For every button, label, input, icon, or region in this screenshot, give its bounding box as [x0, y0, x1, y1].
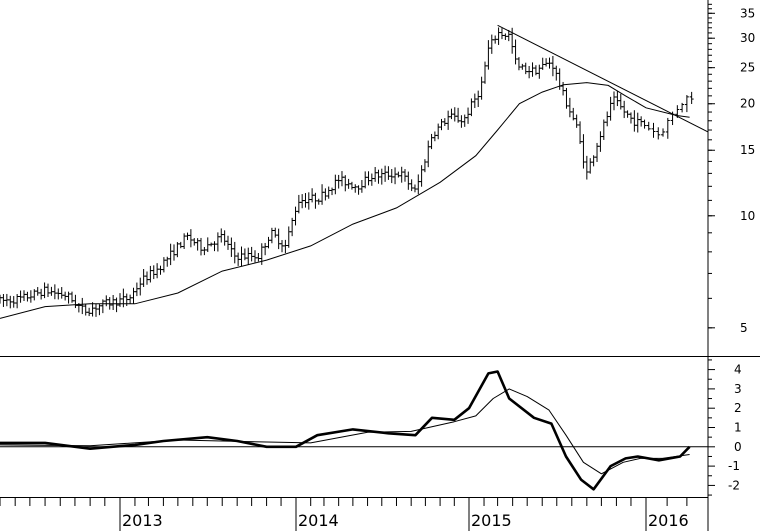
ohlc-bar [680, 102, 685, 113]
price-tick-label: 20 [740, 97, 755, 111]
oscillator-tick-label: 4 [734, 363, 742, 377]
price-tick-label: 35 [740, 6, 755, 20]
ohlc-bar [665, 117, 670, 139]
time-ticks [0, 497, 709, 531]
price-panel [0, 24, 709, 319]
ohlc-bar [684, 95, 689, 113]
price-tick-label: 25 [740, 61, 755, 75]
year-label-2013: 2013 [122, 511, 163, 530]
ohlc-bar [661, 128, 666, 137]
oscillator-y-axis: -2 -1 0 1 2 3 4 [708, 359, 742, 496]
oscillator-tick-label: -1 [728, 459, 740, 473]
ohlc-bar [651, 122, 656, 138]
price-tick-label: 10 [740, 209, 755, 223]
year-label-2015: 2015 [471, 511, 512, 530]
price-tick-label: 15 [740, 143, 755, 157]
oscillator-tick-label: 2 [734, 401, 742, 415]
oscillator-tick-label: 1 [734, 421, 742, 435]
oscillator-tick-label: 3 [734, 382, 742, 396]
oscillator-main-line [0, 370, 691, 491]
year-label-2016: 2016 [648, 511, 689, 530]
moving-average-line [0, 82, 690, 319]
resistance-trendline [497, 24, 709, 133]
price-y-axis: 5 10 15 20 25 30 35 [708, 3, 755, 335]
ohlc-bar [642, 119, 647, 129]
price-tick-label: 5 [740, 321, 748, 335]
ohlc-bar [646, 121, 651, 131]
price-tick-label: 30 [740, 31, 755, 45]
oscillator-tick-label: -2 [728, 478, 740, 492]
oscillator-panel [0, 370, 708, 491]
time-axis: 2013 2014 2015 2016 [122, 511, 689, 530]
year-label-2014: 2014 [298, 511, 339, 530]
oscillator-tick-label: 0 [734, 440, 742, 454]
oscillator-signal-line [0, 388, 690, 475]
ohlc-bar [689, 91, 694, 104]
ohlc-bar [656, 127, 661, 140]
